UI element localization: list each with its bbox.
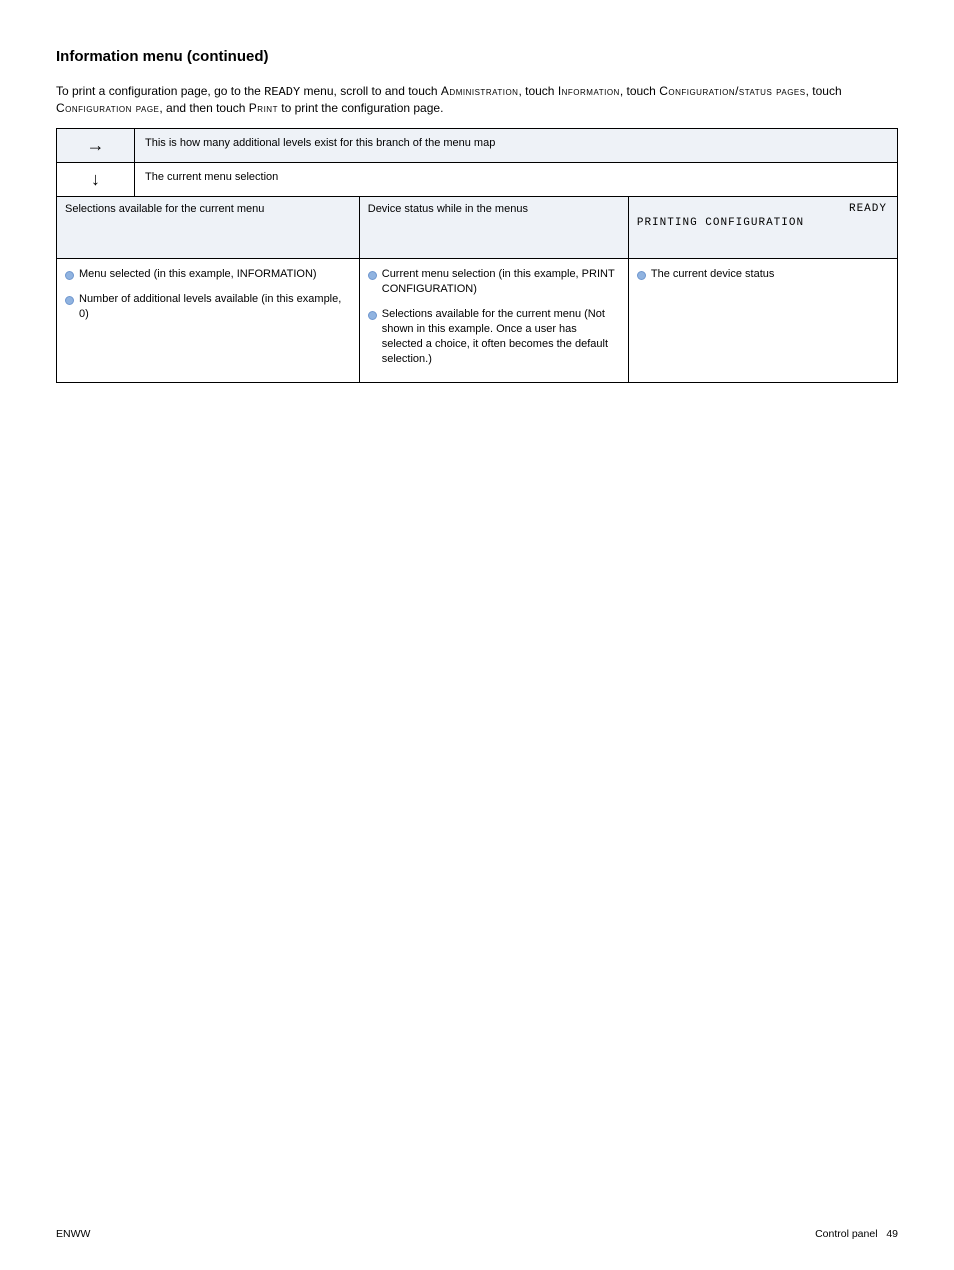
page-title: Information menu (continued): [56, 48, 898, 65]
arrow-right-icon: →: [57, 129, 135, 162]
intro-sc-print: Print: [249, 101, 278, 115]
row1-merged-cell: → This is how many additional levels exi…: [57, 129, 898, 163]
footer-right-label: Control panel: [815, 1228, 877, 1240]
row3-col2-label: Device status while in the menus: [359, 197, 628, 259]
arrow-down-glyph: ↓: [91, 169, 100, 190]
lcd-line1: READY: [637, 203, 887, 217]
intro-ready-mono: READY: [264, 85, 300, 99]
steps-col2-list: Current menu selection (in this example,…: [368, 267, 620, 376]
intro-text-5: , touch: [806, 84, 842, 98]
intro-sc-information: Information: [558, 84, 620, 98]
intro-text-1: To print a configuration page, go to the: [56, 84, 264, 98]
row1-label: This is how many additional levels exist…: [135, 129, 897, 162]
table-row: Menu selected (in this example, INFORMAT…: [57, 259, 898, 383]
list-item: Selections available for the current men…: [368, 307, 620, 376]
intro-text-7: to print the configuration page.: [278, 101, 443, 115]
page-footer: ENWW Control panel 49: [56, 1228, 898, 1240]
list-item: Menu selected (in this example, INFORMAT…: [65, 267, 351, 292]
list-item: The current device status: [637, 267, 889, 292]
menu-table: → This is how many additional levels exi…: [56, 128, 898, 383]
arrow-right-glyph: →: [87, 135, 105, 156]
table-row: Selections available for the current men…: [57, 197, 898, 259]
lcd-display: READYPRINTING CONFIGURATION: [628, 197, 897, 259]
steps-col1: Menu selected (in this example, INFORMAT…: [57, 259, 360, 383]
steps-col3-list: The current device status: [637, 267, 889, 292]
list-item: Number of additional levels available (i…: [65, 292, 351, 332]
steps-col2: Current menu selection (in this example,…: [359, 259, 628, 383]
intro-paragraph: To print a configuration page, go to the…: [56, 83, 898, 116]
list-item: Current menu selection (in this example,…: [368, 267, 620, 307]
intro-text-4: , touch: [620, 84, 659, 98]
intro-text-6: , and then touch: [159, 101, 248, 115]
table-row: ↓ The current menu selection: [57, 163, 898, 197]
footer-right: Control panel 49: [815, 1228, 898, 1240]
intro-sc-config-pages: Configuration/status pages: [659, 84, 805, 98]
arrow-down-icon: ↓: [57, 163, 135, 196]
row2-merged-cell: ↓ The current menu selection: [57, 163, 898, 197]
row2-label: The current menu selection: [135, 163, 897, 196]
table-row: → This is how many additional levels exi…: [57, 129, 898, 163]
intro-sc-config-page: Configuration page: [56, 101, 159, 115]
lcd-line2: PRINTING CONFIGURATION: [637, 217, 887, 231]
intro-text-2: menu, scroll to and touch: [300, 84, 441, 98]
intro-text-3: , touch: [518, 84, 557, 98]
intro-sc-administration: Administration: [441, 84, 519, 98]
steps-col3: The current device status: [628, 259, 897, 383]
footer-page-number: 49: [886, 1228, 898, 1240]
footer-left: ENWW: [56, 1228, 90, 1240]
steps-col1-list: Menu selected (in this example, INFORMAT…: [65, 267, 351, 332]
row3-col1-label: Selections available for the current men…: [57, 197, 360, 259]
